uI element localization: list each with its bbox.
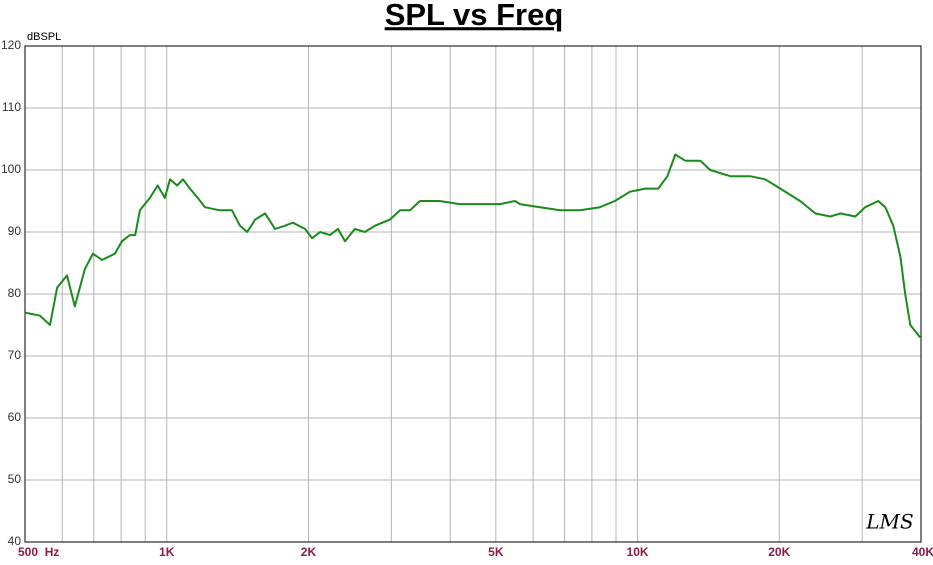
x-tick-label: 2K (301, 545, 317, 559)
y-tick-label: 90 (8, 224, 22, 238)
x-tick-label: 1K (159, 545, 175, 559)
y-tick-label: 100 (1, 162, 21, 176)
x-tick-label: 40K (912, 545, 933, 559)
x-tick-label: 5K (488, 545, 504, 559)
x-tick-label: 20K (768, 545, 790, 559)
y-axis-label: dBSPL (27, 31, 61, 43)
x-tick-label: 500 Hz (18, 545, 59, 559)
data-line (24, 153, 921, 339)
chart-title: SPL vs Freq (385, 0, 564, 32)
y-tick-label: 110 (2, 100, 21, 114)
y-tick-label: 120 (1, 38, 21, 52)
watermark: LMS (865, 510, 913, 534)
y-tick-label: 60 (8, 410, 22, 424)
y-tick-label: 80 (8, 286, 22, 300)
x-tick-label: 10K (627, 545, 649, 559)
y-tick-label: 50 (8, 472, 22, 486)
y-tick-label: 40 (8, 534, 22, 548)
plot-border (24, 45, 922, 543)
y-tick-label: 70 (8, 348, 22, 362)
